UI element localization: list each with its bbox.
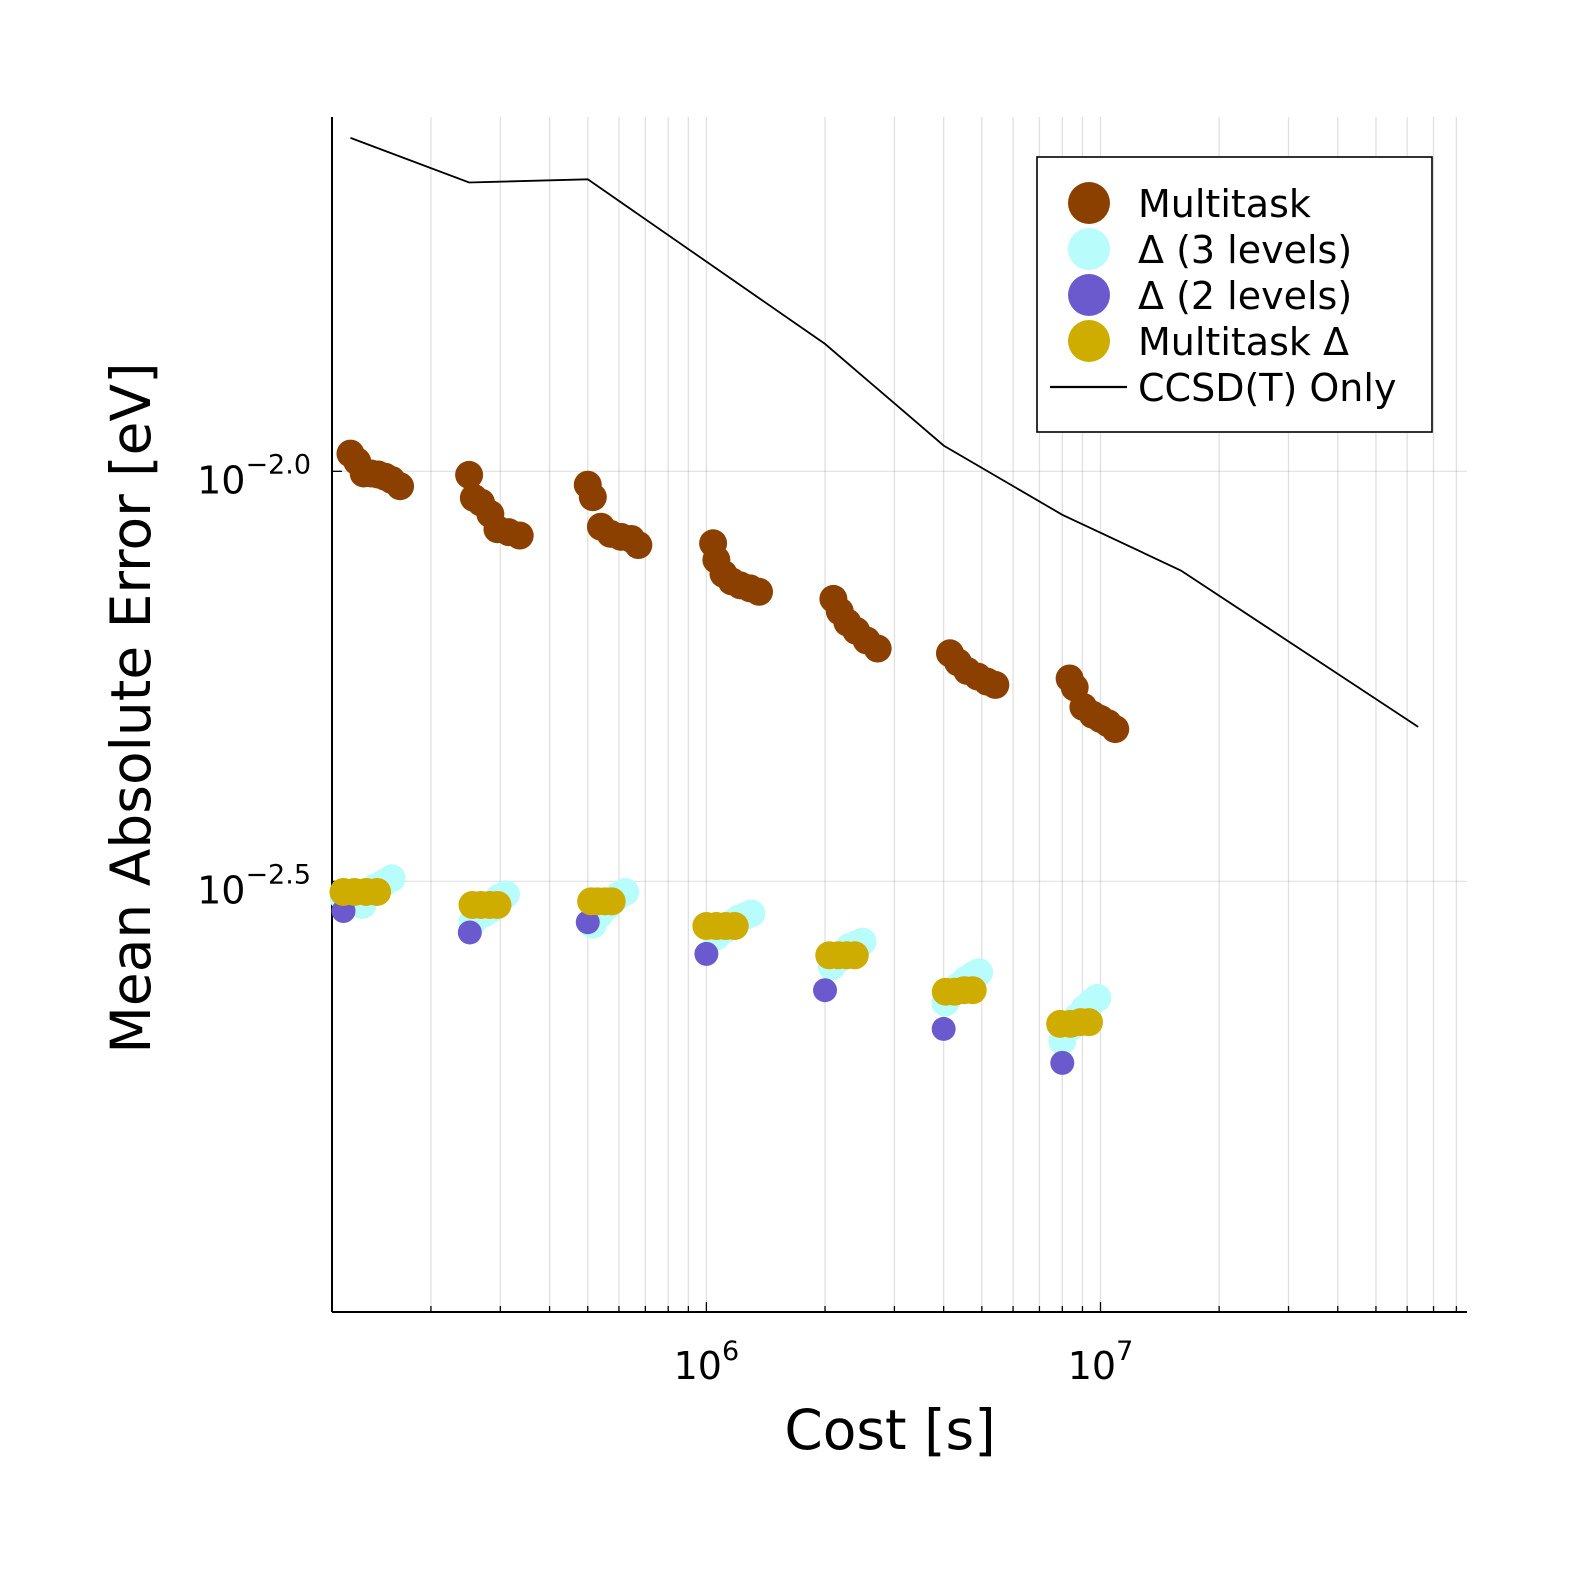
plot-series: [329, 137, 1419, 1075]
data-point: [483, 890, 512, 919]
legend-label: Multitask: [1138, 182, 1311, 226]
data-point: [745, 577, 774, 606]
x-tick-label: 106: [674, 1336, 740, 1388]
data-point: [720, 912, 749, 941]
legend-swatch-marker: [1068, 182, 1110, 224]
legend-swatch-marker: [1068, 274, 1110, 316]
data-point: [331, 899, 356, 924]
y-axis-label: Mean Absolute Error [eV]: [99, 362, 163, 1053]
data-point: [1083, 983, 1112, 1012]
y-tick-label: 10−2.0: [197, 449, 311, 502]
legend-swatch-marker: [1068, 228, 1110, 270]
data-point: [813, 978, 838, 1003]
data-point: [863, 634, 892, 663]
data-point: [931, 1016, 956, 1041]
data-point: [575, 910, 600, 935]
legend-label: Δ (2 levels): [1138, 274, 1352, 318]
series--3-levels-: [329, 864, 1112, 1056]
data-point: [981, 670, 1010, 699]
axes: 106 107 10−2.0 10−2.5: [197, 117, 1467, 1388]
series--2-levels-: [331, 899, 1075, 1075]
data-point: [1101, 715, 1130, 744]
data-point: [505, 521, 534, 550]
y-tick-label: 10−2.5: [197, 859, 311, 912]
data-point: [457, 920, 482, 945]
data-point: [578, 483, 607, 512]
data-point: [1074, 1008, 1103, 1037]
series-multitask: [336, 439, 1130, 744]
series-ccsd-t-only: [350, 137, 1419, 728]
legend-label: Δ (3 levels): [1138, 228, 1352, 272]
data-point: [624, 531, 653, 560]
data-point: [958, 976, 987, 1005]
legend-label: Multitask Δ: [1138, 320, 1349, 364]
data-point: [840, 941, 869, 970]
legend-swatch-marker: [1068, 320, 1110, 362]
data-point: [363, 877, 392, 906]
data-point: [455, 460, 484, 489]
series-multitask-: [329, 877, 1103, 1038]
data-point: [386, 472, 415, 501]
legend-label: CCSD(T) Only: [1138, 366, 1396, 410]
data-point: [597, 887, 626, 916]
x-axis-label: Cost [s]: [784, 1398, 995, 1462]
data-point: [694, 941, 719, 966]
ccsdt-line: [350, 137, 1419, 728]
data-point: [1050, 1050, 1075, 1075]
x-tick-label: 107: [1068, 1336, 1134, 1388]
